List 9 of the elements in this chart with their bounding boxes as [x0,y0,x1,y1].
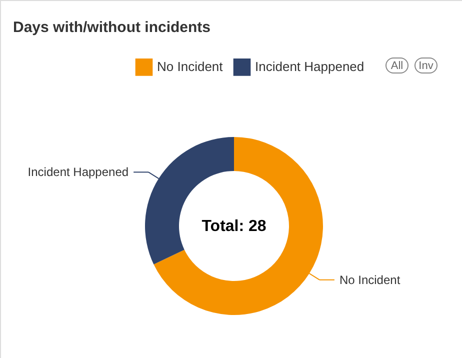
chart-title: Days with/without incidents [13,19,211,36]
text: All [390,60,404,72]
slice-label: Incident Happened [28,165,129,180]
text: Total: 28 [202,218,266,235]
legend-label: No Incident [339,272,401,287]
text: Inv [418,60,434,72]
category-label: No Incident [157,59,223,74]
donut-slice [154,137,323,315]
legend-label: Incident Happened [255,59,364,74]
